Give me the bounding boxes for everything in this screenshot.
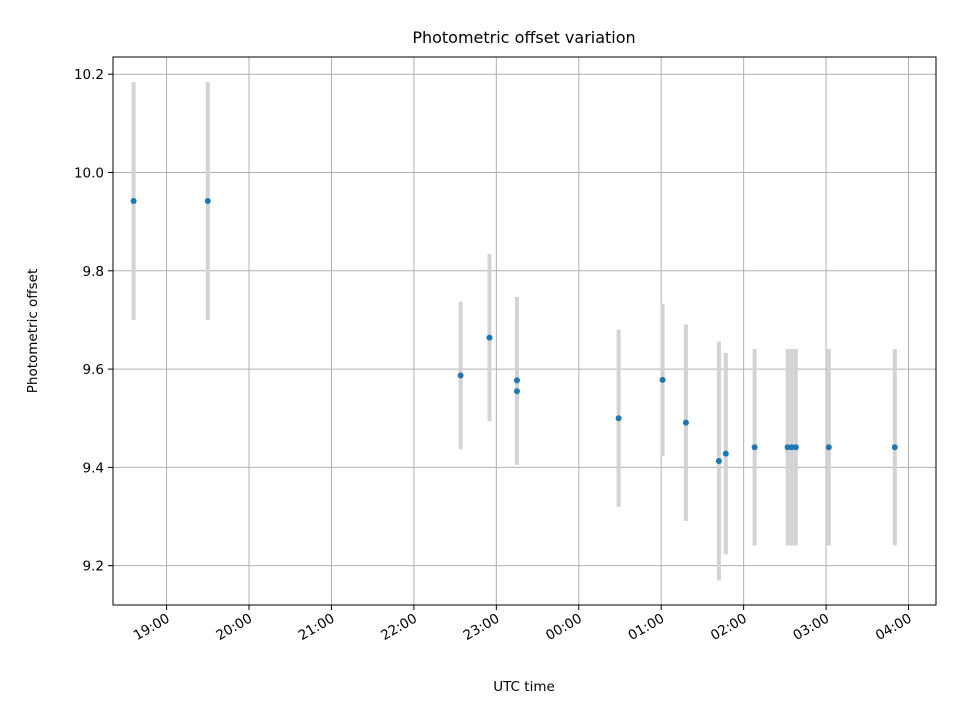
data-points bbox=[130, 198, 898, 464]
y-tick-label: 10.2 bbox=[74, 67, 104, 83]
data-point bbox=[891, 444, 898, 451]
error-bars bbox=[131, 82, 897, 581]
data-point bbox=[486, 334, 493, 341]
y-tick-label: 9.6 bbox=[83, 362, 104, 378]
data-point bbox=[659, 376, 666, 383]
y-tick-label: 10.0 bbox=[74, 165, 104, 181]
x-axis: 19:00 20:00 21:00 22:00 23:00 00:00 01:00 02:00… bbox=[131, 605, 915, 644]
data-point bbox=[715, 457, 722, 464]
data-point bbox=[513, 388, 520, 395]
data-point bbox=[682, 419, 689, 426]
x-tick-label: 19:00 bbox=[131, 611, 173, 644]
data-point bbox=[457, 372, 464, 379]
data-point bbox=[204, 198, 211, 205]
x-tick-label: 02:00 bbox=[708, 611, 750, 644]
y-tick-label: 9.4 bbox=[83, 460, 104, 476]
data-point bbox=[825, 444, 832, 451]
data-point bbox=[130, 198, 137, 205]
data-point bbox=[615, 415, 622, 422]
data-point bbox=[722, 450, 729, 457]
x-tick-label: 22:00 bbox=[378, 611, 420, 644]
y-axis: 9.2 9.4 9.6 9.8 10.0 10.2 bbox=[74, 67, 113, 575]
plot-frame bbox=[112, 56, 937, 606]
x-axis-label: UTC time bbox=[493, 679, 555, 695]
y-tick-label: 9.8 bbox=[83, 264, 104, 280]
chart-title: Photometric offset variation bbox=[412, 28, 635, 47]
x-tick-label: 00:00 bbox=[543, 611, 585, 644]
data-point bbox=[784, 444, 791, 451]
grid bbox=[113, 57, 936, 605]
x-tick-label: 21:00 bbox=[296, 611, 338, 644]
data-point bbox=[788, 444, 795, 451]
x-tick-label: 20:00 bbox=[213, 611, 255, 644]
x-tick-label: 03:00 bbox=[790, 611, 832, 644]
x-tick-label: 23:00 bbox=[461, 611, 503, 644]
data-point bbox=[792, 444, 799, 451]
y-tick-label: 9.2 bbox=[83, 559, 104, 575]
y-axis-label: Photometric offset bbox=[25, 269, 41, 393]
data-point bbox=[751, 444, 758, 451]
x-tick-label: 01:00 bbox=[626, 611, 668, 644]
data-point bbox=[513, 377, 520, 384]
x-tick-label: 04:00 bbox=[873, 611, 915, 644]
